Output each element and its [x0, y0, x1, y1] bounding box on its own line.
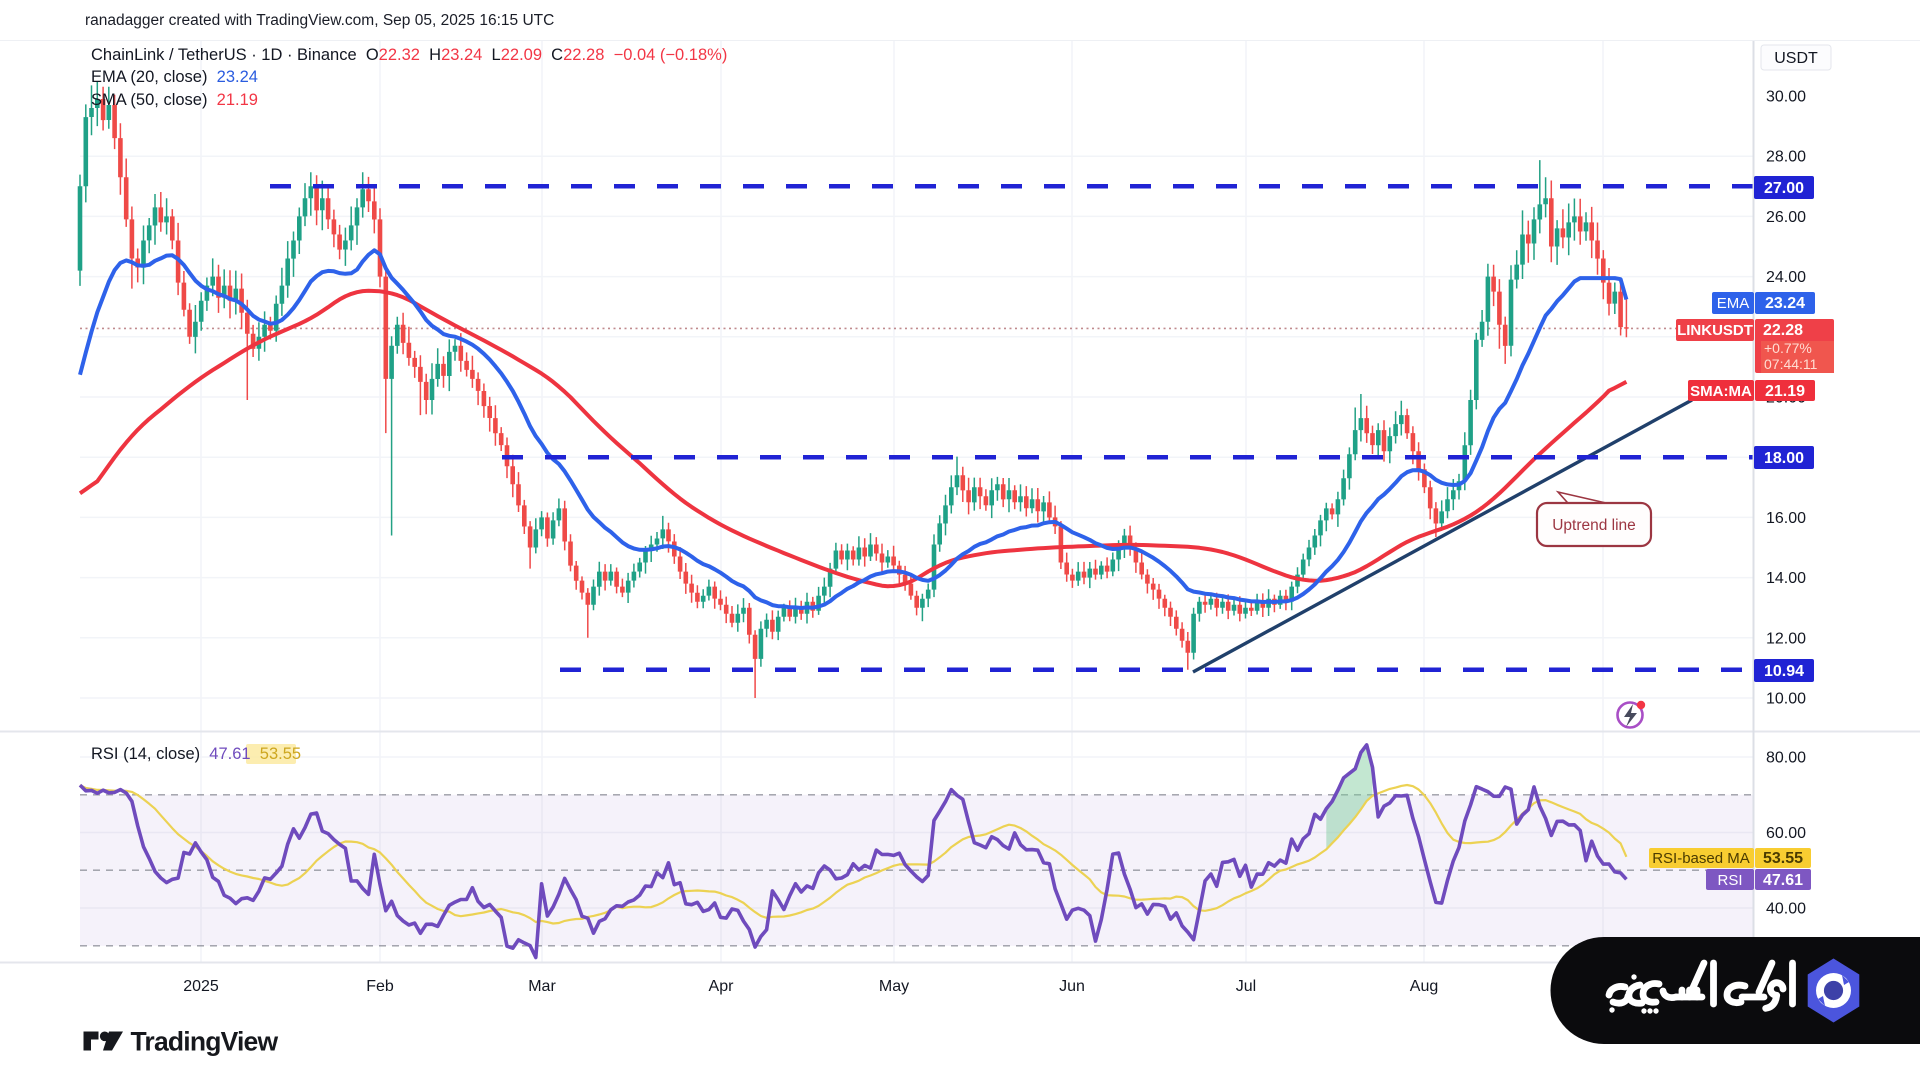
svg-text:27.00: 27.00 [1764, 180, 1804, 197]
svg-text:80.00: 80.00 [1766, 750, 1806, 767]
svg-text:28.00: 28.00 [1766, 149, 1806, 166]
svg-text:TradingView: TradingView [131, 1027, 279, 1057]
svg-text:24.00: 24.00 [1766, 269, 1806, 286]
svg-text:+0.77%: +0.77% [1764, 340, 1812, 356]
svg-text:16.00: 16.00 [1766, 510, 1806, 527]
svg-text:RSI: RSI [1717, 872, 1742, 889]
svg-text:26.00: 26.00 [1766, 209, 1806, 226]
svg-text:Uptrend line: Uptrend line [1552, 517, 1636, 534]
svg-text:EMA (20, close) 23.24: EMA (20, close) 23.24 [91, 68, 258, 86]
svg-text:SMA:MA: SMA:MA [1690, 383, 1752, 400]
svg-text:23.24: 23.24 [1765, 295, 1805, 312]
svg-text:53.55: 53.55 [1763, 850, 1803, 867]
svg-text:21.19: 21.19 [1765, 383, 1805, 400]
svg-text:Aug: Aug [1410, 978, 1438, 995]
svg-text:RSI (14, close) 47.61 53.55: RSI (14, close) 47.61 53.55 [91, 745, 301, 763]
svg-text:47.61: 47.61 [1763, 872, 1803, 889]
svg-text:60.00: 60.00 [1766, 825, 1806, 842]
svg-text:EMA: EMA [1717, 295, 1750, 312]
svg-text:RSI-based MA: RSI-based MA [1652, 850, 1750, 867]
svg-text:07:44:11: 07:44:11 [1764, 356, 1818, 372]
svg-text:10.00: 10.00 [1766, 691, 1806, 708]
svg-text:May: May [879, 978, 909, 995]
svg-text:Apr: Apr [709, 978, 735, 995]
svg-text:ranadagger created with Tradin: ranadagger created with TradingView.com,… [85, 12, 554, 29]
svg-text:10.94: 10.94 [1764, 663, 1804, 680]
svg-text:Jun: Jun [1059, 978, 1085, 995]
svg-text:LINKUSDT: LINKUSDT [1677, 322, 1753, 339]
svg-text:Jul: Jul [1236, 978, 1256, 995]
svg-text:SMA (50, close) 21.19: SMA (50, close) 21.19 [91, 91, 258, 109]
svg-text:USDT: USDT [1774, 50, 1818, 67]
svg-text:30.00: 30.00 [1766, 89, 1806, 106]
svg-text:40.00: 40.00 [1766, 901, 1806, 918]
svg-text:ChainLink / TetherUS · 1D · Bi: ChainLink / TetherUS · 1D · Binance O22.… [91, 46, 727, 64]
svg-text:Mar: Mar [528, 978, 556, 995]
svg-text:2025: 2025 [183, 978, 219, 995]
svg-text:Feb: Feb [366, 978, 394, 995]
svg-text:22.28: 22.28 [1763, 322, 1803, 339]
svg-text:18.00: 18.00 [1764, 450, 1804, 467]
svg-text:14.00: 14.00 [1766, 570, 1806, 587]
svg-text:12.00: 12.00 [1766, 630, 1806, 647]
